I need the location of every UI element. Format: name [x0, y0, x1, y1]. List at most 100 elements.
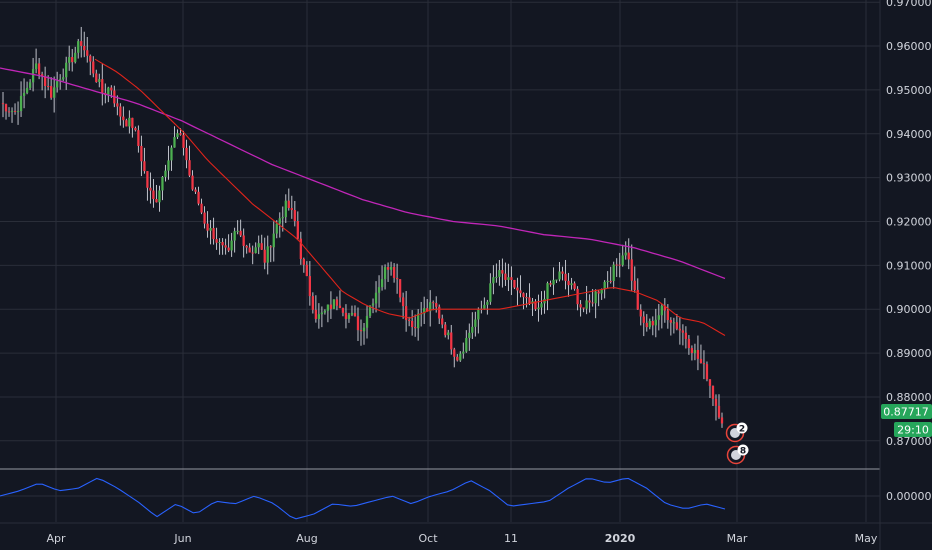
marker-count-badge [736, 422, 748, 434]
candle-body [383, 267, 387, 280]
candle-body [663, 305, 666, 311]
candle-body [353, 312, 357, 317]
time-axis[interactable]: Apr Jun Aug Oct 11 2020 Mar May [46, 532, 877, 545]
candle-body [161, 176, 164, 191]
candle-body [1, 103, 5, 105]
candle-body [266, 246, 269, 263]
candle-body [236, 230, 239, 232]
candle-body [627, 252, 630, 260]
candle-body [296, 221, 299, 239]
candle-body [314, 309, 318, 319]
candle-body [299, 238, 302, 259]
candle-body [516, 287, 519, 291]
candle-body [537, 307, 540, 310]
candle-body [227, 247, 230, 251]
candle-body [89, 55, 92, 62]
candle-body [311, 296, 315, 310]
candle-body [450, 332, 453, 350]
marker-count: 2 [739, 425, 745, 435]
candle-body [684, 332, 688, 339]
candle-body [305, 264, 308, 277]
candle-body [176, 133, 179, 138]
candle-body [438, 306, 441, 319]
candle-body [681, 330, 685, 333]
candle-body [152, 190, 155, 200]
candle-body [68, 57, 71, 63]
marker-count-badge [737, 444, 749, 456]
candle-body [513, 279, 516, 288]
candle-body [257, 243, 260, 248]
candle-body [182, 134, 185, 148]
candle-body [522, 293, 525, 298]
candle-body [350, 312, 354, 315]
candle-body [371, 303, 375, 306]
candle-body [326, 304, 330, 311]
candle-body [203, 212, 206, 224]
candle-body [19, 95, 23, 112]
candle-body [401, 297, 405, 307]
candle-body [456, 356, 459, 361]
candle-body [525, 297, 528, 299]
oscillator-axis[interactable]: 0.00000 [886, 490, 932, 503]
candle-body [633, 280, 636, 290]
time-tick-label: 11 [504, 532, 518, 545]
candle-body [83, 45, 86, 51]
candle-body [489, 283, 492, 302]
candle-body [43, 76, 47, 87]
candle-body [302, 258, 305, 265]
candle-body [101, 79, 104, 93]
candle-body [356, 316, 360, 331]
dividend-icon[interactable]: 8 [726, 444, 749, 465]
candle-body [600, 289, 603, 294]
candle-body [407, 320, 411, 322]
candle-body [377, 287, 381, 293]
candle-body [678, 328, 682, 331]
candle-body [546, 283, 549, 299]
candle-body [597, 291, 600, 294]
candle-body [651, 320, 654, 326]
candle-body [621, 255, 624, 266]
candle-body [49, 86, 53, 98]
candle-body [194, 189, 197, 192]
candle-body [410, 320, 414, 328]
candle-body [251, 252, 254, 254]
price-axis[interactable]: 0.97000 0.96000 0.95000 0.94000 0.93000 0.920… [886, 0, 932, 448]
candle-body [338, 305, 342, 308]
candle-body [576, 288, 579, 305]
candle-body [386, 267, 390, 270]
candle-body [272, 233, 275, 248]
countdown-label: 29:10 [894, 422, 932, 437]
price-tick-label: 0.91000 [886, 259, 932, 272]
candle-body [188, 160, 191, 176]
candle-body [146, 171, 149, 188]
candle-body [552, 279, 555, 285]
candle-body [645, 322, 648, 328]
candle-body [245, 245, 248, 248]
candle-body [435, 303, 438, 307]
last-price-value: 0.87717 [883, 406, 929, 419]
candle-body [549, 283, 552, 285]
candle-body [570, 283, 573, 286]
event-markers[interactable]: 28 [725, 422, 749, 465]
candle-body [528, 297, 531, 304]
candle-body [13, 110, 17, 112]
candle-body [432, 302, 435, 304]
candle-body [648, 320, 651, 328]
candle-body [221, 242, 224, 246]
candle-body [125, 120, 128, 127]
candle-body [507, 277, 510, 280]
candle-body [40, 74, 44, 77]
candle-body [4, 104, 8, 112]
candle-body [429, 302, 432, 312]
price-tick-label: 0.87000 [886, 435, 932, 448]
earnings-icon[interactable]: 2 [725, 422, 748, 443]
candle-body [474, 319, 477, 327]
candle-body [636, 289, 639, 310]
candle-body [80, 41, 83, 46]
candle-body [28, 82, 32, 88]
candle-body [179, 133, 182, 135]
candle-body [263, 249, 266, 263]
candle-body [293, 210, 296, 222]
price-tick-label: 0.92000 [886, 215, 932, 228]
